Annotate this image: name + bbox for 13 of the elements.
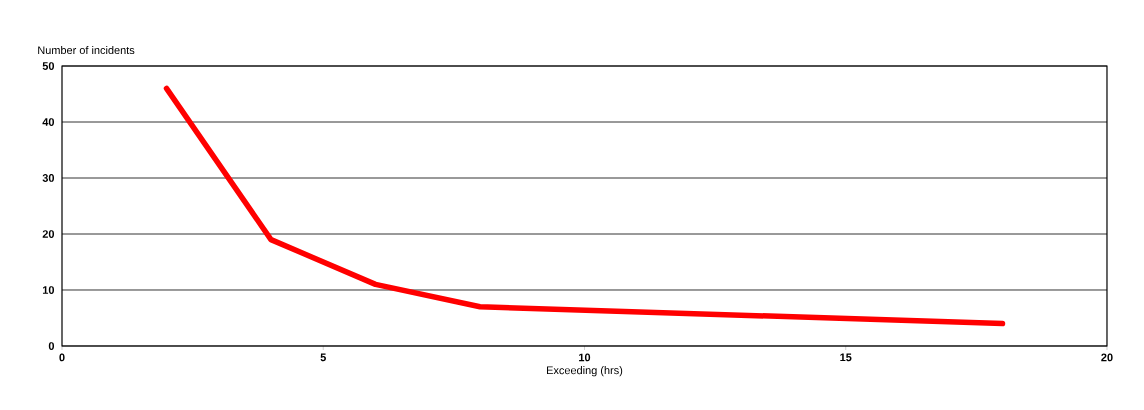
- y-tick-label: 30: [42, 174, 55, 182]
- y-tick-label: 50: [42, 62, 55, 70]
- x-tick-label: 20: [1101, 353, 1113, 362]
- x-axis-title: Exceeding (hrs): [547, 366, 623, 377]
- x-tick-label: 0: [59, 353, 65, 362]
- y-axis-title: Number of incidents: [38, 46, 135, 55]
- y-tick-label: 40: [42, 118, 55, 126]
- x-tick-label: 5: [320, 353, 326, 362]
- y-tick-label: 20: [42, 230, 55, 238]
- y-tick-label: 10: [42, 286, 55, 294]
- x-tick-label: 15: [840, 353, 852, 362]
- x-tick-label: 10: [579, 353, 591, 362]
- y-tick-label: 0: [48, 342, 55, 350]
